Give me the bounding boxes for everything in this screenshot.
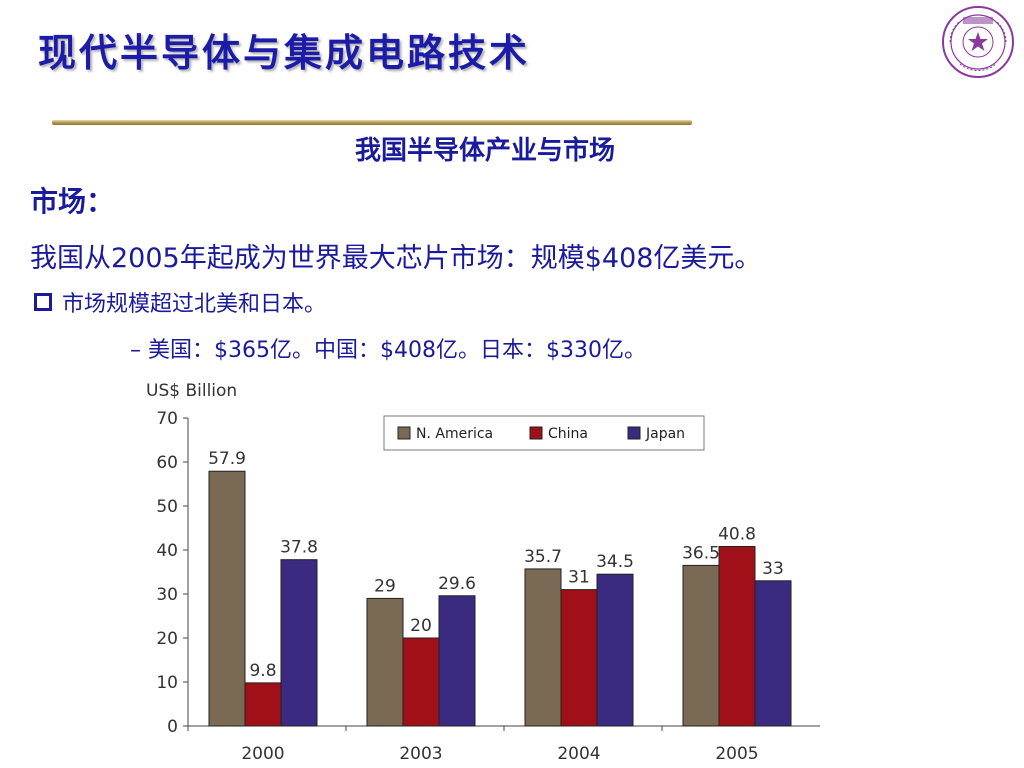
bar [754, 580, 792, 727]
bar [366, 597, 404, 727]
bar [244, 682, 282, 727]
data-label: 9.8 [249, 661, 276, 681]
data-label: 31 [568, 568, 590, 588]
data-label: 33 [762, 559, 784, 579]
bar [438, 595, 476, 727]
y-tick-label: 40 [156, 541, 178, 561]
market-bar-chart: US$ Billion 0 10 20 30 40 50 60 70 57.9 9.8 37.8 20… [146, 381, 820, 764]
data-label: 37.8 [280, 538, 318, 558]
x-tick-label: 2004 [557, 744, 600, 764]
legend-label: China [548, 426, 588, 442]
bar [402, 637, 440, 727]
bar [524, 568, 562, 727]
slide-title: 现代半导体与集成电路技术 [38, 30, 531, 75]
market-statement: 我国从2005年起成为世界最大芯片市场：规模$408亿美元。 [30, 243, 762, 274]
sub-bullet-text: – 美国：$365亿。中国：$408亿。日本：$330亿。 [130, 338, 646, 363]
bar [560, 589, 598, 727]
bar [718, 545, 756, 727]
data-label: 35.7 [524, 547, 562, 567]
bar [682, 564, 720, 727]
y-tick-label: 50 [156, 497, 178, 517]
section-heading: 市场： [30, 185, 115, 218]
data-label: 40.8 [718, 524, 756, 544]
square-bullet-icon [34, 293, 52, 311]
data-label: 20 [410, 616, 432, 636]
slide-subtitle: 我国半导体产业与市场 [354, 136, 615, 166]
legend-label: Japan [645, 426, 685, 442]
university-seal-icon [942, 6, 1014, 78]
legend-swatch [529, 426, 543, 440]
y-tick-label: 70 [156, 409, 178, 429]
y-tick-label: 20 [156, 629, 178, 649]
legend-swatch [397, 426, 411, 440]
bar [596, 573, 634, 727]
data-label: 29.6 [438, 574, 476, 594]
bar [208, 470, 246, 727]
y-tick-label: 0 [167, 717, 178, 737]
bullet-item: 市场规模超过北美和日本。 [34, 286, 326, 318]
chart-legend: N. America China Japan [383, 415, 705, 451]
y-tick-label: 10 [156, 673, 178, 693]
y-tick-label: 30 [156, 585, 178, 605]
legend-label: N. America [416, 426, 493, 442]
bullet-text: 市场规模超过北美和日本。 [62, 292, 327, 317]
y-tick-label: 60 [156, 453, 178, 473]
x-tick-label: 2005 [715, 744, 758, 764]
data-label: 36.5 [682, 543, 720, 563]
x-tick-label: 2003 [399, 744, 442, 764]
bar [280, 559, 318, 727]
x-tick-label: 2000 [241, 744, 284, 764]
data-label: 57.9 [208, 449, 246, 469]
data-label: 34.5 [596, 552, 634, 572]
title-divider [52, 120, 692, 125]
data-label: 29 [374, 576, 396, 596]
legend-swatch [627, 426, 641, 440]
y-axis-label: US$ Billion [146, 381, 237, 401]
